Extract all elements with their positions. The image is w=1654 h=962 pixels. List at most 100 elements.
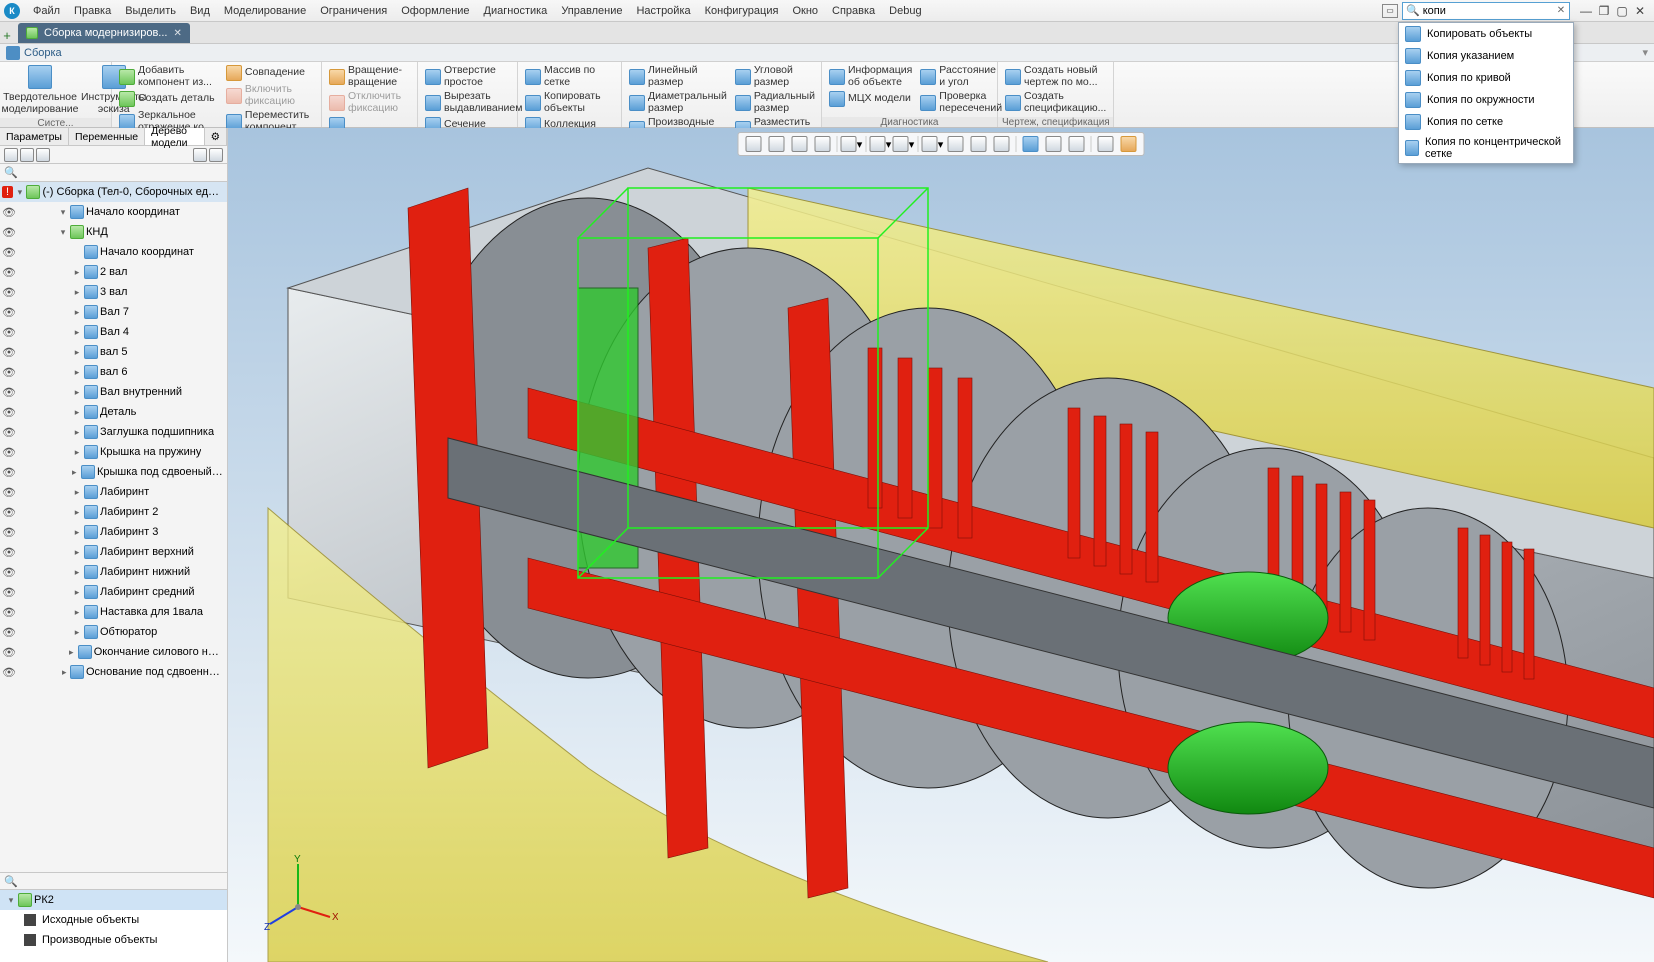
tree-row[interactable]: 👁▸Лабиринт 2 [0, 502, 227, 522]
maximize-button[interactable]: ▢ [1614, 4, 1630, 18]
menu-настройка[interactable]: Настройка [629, 5, 697, 17]
ribbon-button[interactable]: Создать спецификацию... [1002, 90, 1109, 115]
side-tab[interactable]: Параметры [0, 128, 69, 145]
tree-row[interactable]: 👁▸вал 6 [0, 362, 227, 382]
menu-диагностика[interactable]: Диагностика [477, 5, 555, 17]
search-input[interactable] [1423, 5, 1553, 17]
ribbon-button[interactable]: Создать деталь [116, 90, 221, 108]
expand-icon[interactable]: ▸ [72, 527, 82, 538]
tree-row[interactable]: 👁▸Вал 4 [0, 322, 227, 342]
command-search[interactable]: 🔍 ✕ [1402, 2, 1570, 20]
tree-row[interactable]: 👁▸Основание под сдвоенные лопатки [0, 662, 227, 682]
ribbon-button[interactable]: Совпадение [223, 64, 317, 82]
visibility-icon[interactable]: 👁 [2, 566, 16, 579]
visibility-icon[interactable]: 👁 [2, 466, 16, 479]
ribbon-button[interactable]: Расстояние и угол [917, 64, 1005, 89]
tree-row[interactable]: 👁▸Заглушка подшипника [0, 422, 227, 442]
search-result-item[interactable]: Копировать объекты [1399, 23, 1573, 45]
new-doc-icon[interactable]: + [0, 28, 14, 43]
tree-row[interactable]: 👁Начало координат [0, 242, 227, 262]
menu-ограничения[interactable]: Ограничения [313, 5, 394, 17]
tree-view-icon[interactable] [4, 148, 18, 162]
ribbon-button[interactable]: Проверка пересечений [917, 90, 1005, 115]
expand-icon[interactable]: ▸ [72, 587, 82, 598]
side-tab-config[interactable]: ⚙ [205, 128, 227, 145]
tree-row[interactable]: 👁▸Лабиринт средний [0, 582, 227, 602]
tree-row[interactable]: Исходные объекты [0, 910, 227, 930]
expand-icon[interactable]: ▸ [72, 567, 82, 578]
menu-оформление[interactable]: Оформление [394, 5, 476, 17]
menu-debug[interactable]: Debug [882, 5, 928, 17]
tree-root[interactable]: !▾(-) Сборка (Тел-0, Сборочных единиц- [0, 182, 227, 202]
visibility-icon[interactable]: 👁 [2, 406, 16, 419]
expand-icon[interactable]: ▸ [72, 327, 82, 338]
search-result-item[interactable]: Копия по сетке [1399, 111, 1573, 133]
visibility-icon[interactable]: 👁 [2, 526, 16, 539]
ribbon-button[interactable]: Линейный размер [626, 64, 730, 89]
expand-icon[interactable]: ▸ [72, 267, 82, 278]
ribbon-button[interactable]: Добавить компонент из... [116, 64, 221, 89]
close-tab-icon[interactable]: ✕ [173, 28, 181, 39]
tree-expand-icon[interactable] [36, 148, 50, 162]
tree-row[interactable]: 👁▸Лабиринт нижний [0, 562, 227, 582]
ribbon-button[interactable]: Вращение-вращение [326, 64, 413, 89]
tree-row[interactable]: 👁▸вал 5 [0, 342, 227, 362]
menu-вид[interactable]: Вид [183, 5, 217, 17]
search-result-item[interactable]: Копия по концентрической сетке [1399, 133, 1573, 163]
search-result-item[interactable]: Копия по окружности [1399, 89, 1573, 111]
context-dropdown-icon[interactable]: ▾ [1642, 46, 1654, 59]
expand-icon[interactable]: ▾ [15, 187, 24, 198]
doc-tab[interactable]: Сборка модернизиров... ✕ [18, 23, 190, 43]
tree-row[interactable]: 👁▸Вал 7 [0, 302, 227, 322]
tree-collapse-icon[interactable] [20, 148, 34, 162]
ribbon-button[interactable]: МЦХ модели [826, 90, 915, 108]
tree-row[interactable]: 👁▸Деталь [0, 402, 227, 422]
tree-row[interactable]: ▾РК2 [0, 890, 227, 910]
ribbon-button[interactable]: Создать новый чертеж по мо... [1002, 64, 1109, 89]
expand-icon[interactable]: ▸ [67, 647, 76, 658]
ribbon-button[interactable]: Вырезать выдавливанием [422, 90, 525, 115]
expand-icon[interactable]: ▸ [70, 467, 79, 478]
minimize-button[interactable]: — [1578, 4, 1594, 18]
search-result-item[interactable]: Копия указанием [1399, 45, 1573, 67]
layout-icon[interactable]: ▭ [1382, 4, 1398, 18]
tree-row[interactable]: 👁▸Крышка на пружину [0, 442, 227, 462]
menu-управление[interactable]: Управление [554, 5, 629, 17]
tree-row[interactable]: 👁▸Лабиринт верхний [0, 542, 227, 562]
search-result-item[interactable]: Копия по кривой [1399, 67, 1573, 89]
menu-правка[interactable]: Правка [67, 5, 118, 17]
visibility-icon[interactable]: 👁 [2, 546, 16, 559]
ribbon-button[interactable]: Диаметральный размер [626, 90, 730, 115]
tree-row[interactable]: Производные объекты [0, 930, 227, 950]
expand-icon[interactable]: ▾ [6, 895, 16, 906]
ribbon-button[interactable]: Радиальный размер [732, 90, 830, 115]
tree-row[interactable]: 👁▸Лабиринт [0, 482, 227, 502]
menu-справка[interactable]: Справка [825, 5, 882, 17]
tree-config-icon[interactable] [209, 148, 223, 162]
tree-row[interactable]: 👁▸Обтюратор [0, 622, 227, 642]
visibility-icon[interactable]: 👁 [2, 386, 16, 399]
visibility-icon[interactable]: 👁 [2, 646, 16, 659]
tree-row[interactable]: 👁▸Наставка для 1вала [0, 602, 227, 622]
expand-icon[interactable]: ▸ [72, 627, 82, 638]
visibility-icon[interactable]: 👁 [2, 506, 16, 519]
visibility-icon[interactable]: 👁 [2, 266, 16, 279]
ribbon-button[interactable]: Копировать объекты [522, 90, 617, 115]
visibility-icon[interactable]: 👁 [2, 606, 16, 619]
visibility-icon[interactable]: 👁 [2, 206, 16, 219]
expand-icon[interactable]: ▸ [72, 407, 82, 418]
visibility-icon[interactable]: 👁 [2, 246, 16, 259]
viewport[interactable]: ▾ ▾ ▾ ▾ [228, 128, 1654, 962]
restore-button[interactable]: ❐ [1596, 4, 1612, 18]
ribbon-button[interactable]: Массив по сетке [522, 64, 617, 89]
tree-row[interactable]: 👁▸2 вал [0, 262, 227, 282]
visibility-icon[interactable]: 👁 [2, 586, 16, 599]
expand-icon[interactable]: ▸ [72, 547, 82, 558]
visibility-icon[interactable]: 👁 [2, 226, 16, 239]
menu-выделить[interactable]: Выделить [118, 5, 183, 17]
side-tab[interactable]: Переменные [69, 128, 145, 145]
tree-row[interactable]: 👁▸3 вал [0, 282, 227, 302]
tree-row[interactable]: 👁▸Окончание силового набора [0, 642, 227, 662]
tree-row[interactable]: 👁▾Начало координат [0, 202, 227, 222]
expand-icon[interactable]: ▸ [72, 507, 82, 518]
